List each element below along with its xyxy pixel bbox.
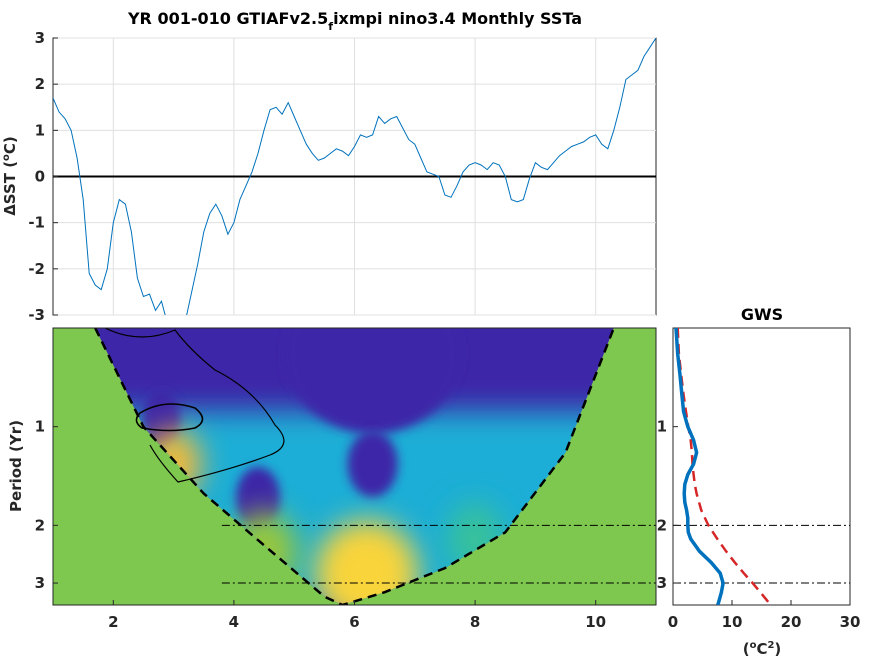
timeseries-panel: 3 2 1 0 -1 -2 -3 ΔSST (oC) xyxy=(1,29,657,324)
wavelet-y-tick-label: 3 xyxy=(35,574,45,592)
wavelet-y-ticks: 1 2 3 xyxy=(35,418,58,592)
timeseries-y-tick-label: 0 xyxy=(35,168,45,186)
wavelet-x-tick-label: 10 xyxy=(585,613,606,631)
timeseries-y-tick-label: 3 xyxy=(35,29,45,47)
gws-x-ticks: 0 10 20 30 xyxy=(668,600,861,631)
gws-period-reference-lines xyxy=(673,524,850,584)
gws-y-tick-label: 3 xyxy=(657,574,667,592)
wavelet-power-region xyxy=(314,520,419,605)
gws-title: GWS xyxy=(741,305,783,324)
wavelet-power-region xyxy=(284,328,461,434)
gws-significance-line xyxy=(676,328,772,605)
gws-power-line xyxy=(674,328,725,605)
timeseries-y-ticks: 3 2 1 0 -1 -2 -3 xyxy=(28,29,58,324)
wavelet-x-tick-label: 2 xyxy=(108,613,118,631)
significance-contour-small xyxy=(135,403,204,432)
figure-title: YR 001-010 GTIAFv2.5fixmpi nino3.4 Month… xyxy=(127,9,582,33)
gws-panel: GWS 0 10 20 30 1 2 3 (oC2) xyxy=(657,305,861,656)
wavelet-x-tick-label: 6 xyxy=(349,613,359,631)
timeseries-y-tick-label: 2 xyxy=(35,75,45,93)
wavelet-y-axis-label: Period (Yr) xyxy=(7,420,25,512)
wavelet-x-tick-label: 4 xyxy=(229,613,239,631)
gws-y-tick-label: 1 xyxy=(657,418,667,436)
gws-x-tick-label: 20 xyxy=(781,613,802,631)
gws-x-tick-label: 30 xyxy=(840,613,861,631)
gws-x-tick-label: 10 xyxy=(722,613,743,631)
wavelet-x-ticks: 2 4 6 8 10 xyxy=(108,600,606,631)
gws-x-tick-label: 0 xyxy=(668,613,678,631)
gws-y-tick-label: 2 xyxy=(657,516,667,534)
wavelet-y-tick-label: 1 xyxy=(35,418,45,436)
timeseries-y-tick-label: -3 xyxy=(28,306,45,324)
wavelet-y-tick-label: 2 xyxy=(35,516,45,534)
timeseries-y-axis-label: ΔSST (oC) xyxy=(1,136,19,216)
gws-y-ticks: 1 2 3 xyxy=(657,418,678,592)
wavelet-x-tick-label: 8 xyxy=(470,613,480,631)
wavelet-power-region xyxy=(347,430,398,498)
timeseries-y-tick-label: 1 xyxy=(35,121,45,139)
gws-x-axis-label: (oC2) xyxy=(743,640,782,656)
timeseries-y-tick-label: -2 xyxy=(28,260,45,278)
timeseries-y-tick-label: -1 xyxy=(28,214,45,232)
cone-of-influence xyxy=(93,328,616,605)
wavelet-panel: 2 4 6 8 10 123 Period (Yr) xyxy=(7,327,657,631)
sst-anomaly-line xyxy=(53,38,656,315)
gws-plot-area xyxy=(672,327,851,606)
significance-contour-large xyxy=(104,328,285,483)
